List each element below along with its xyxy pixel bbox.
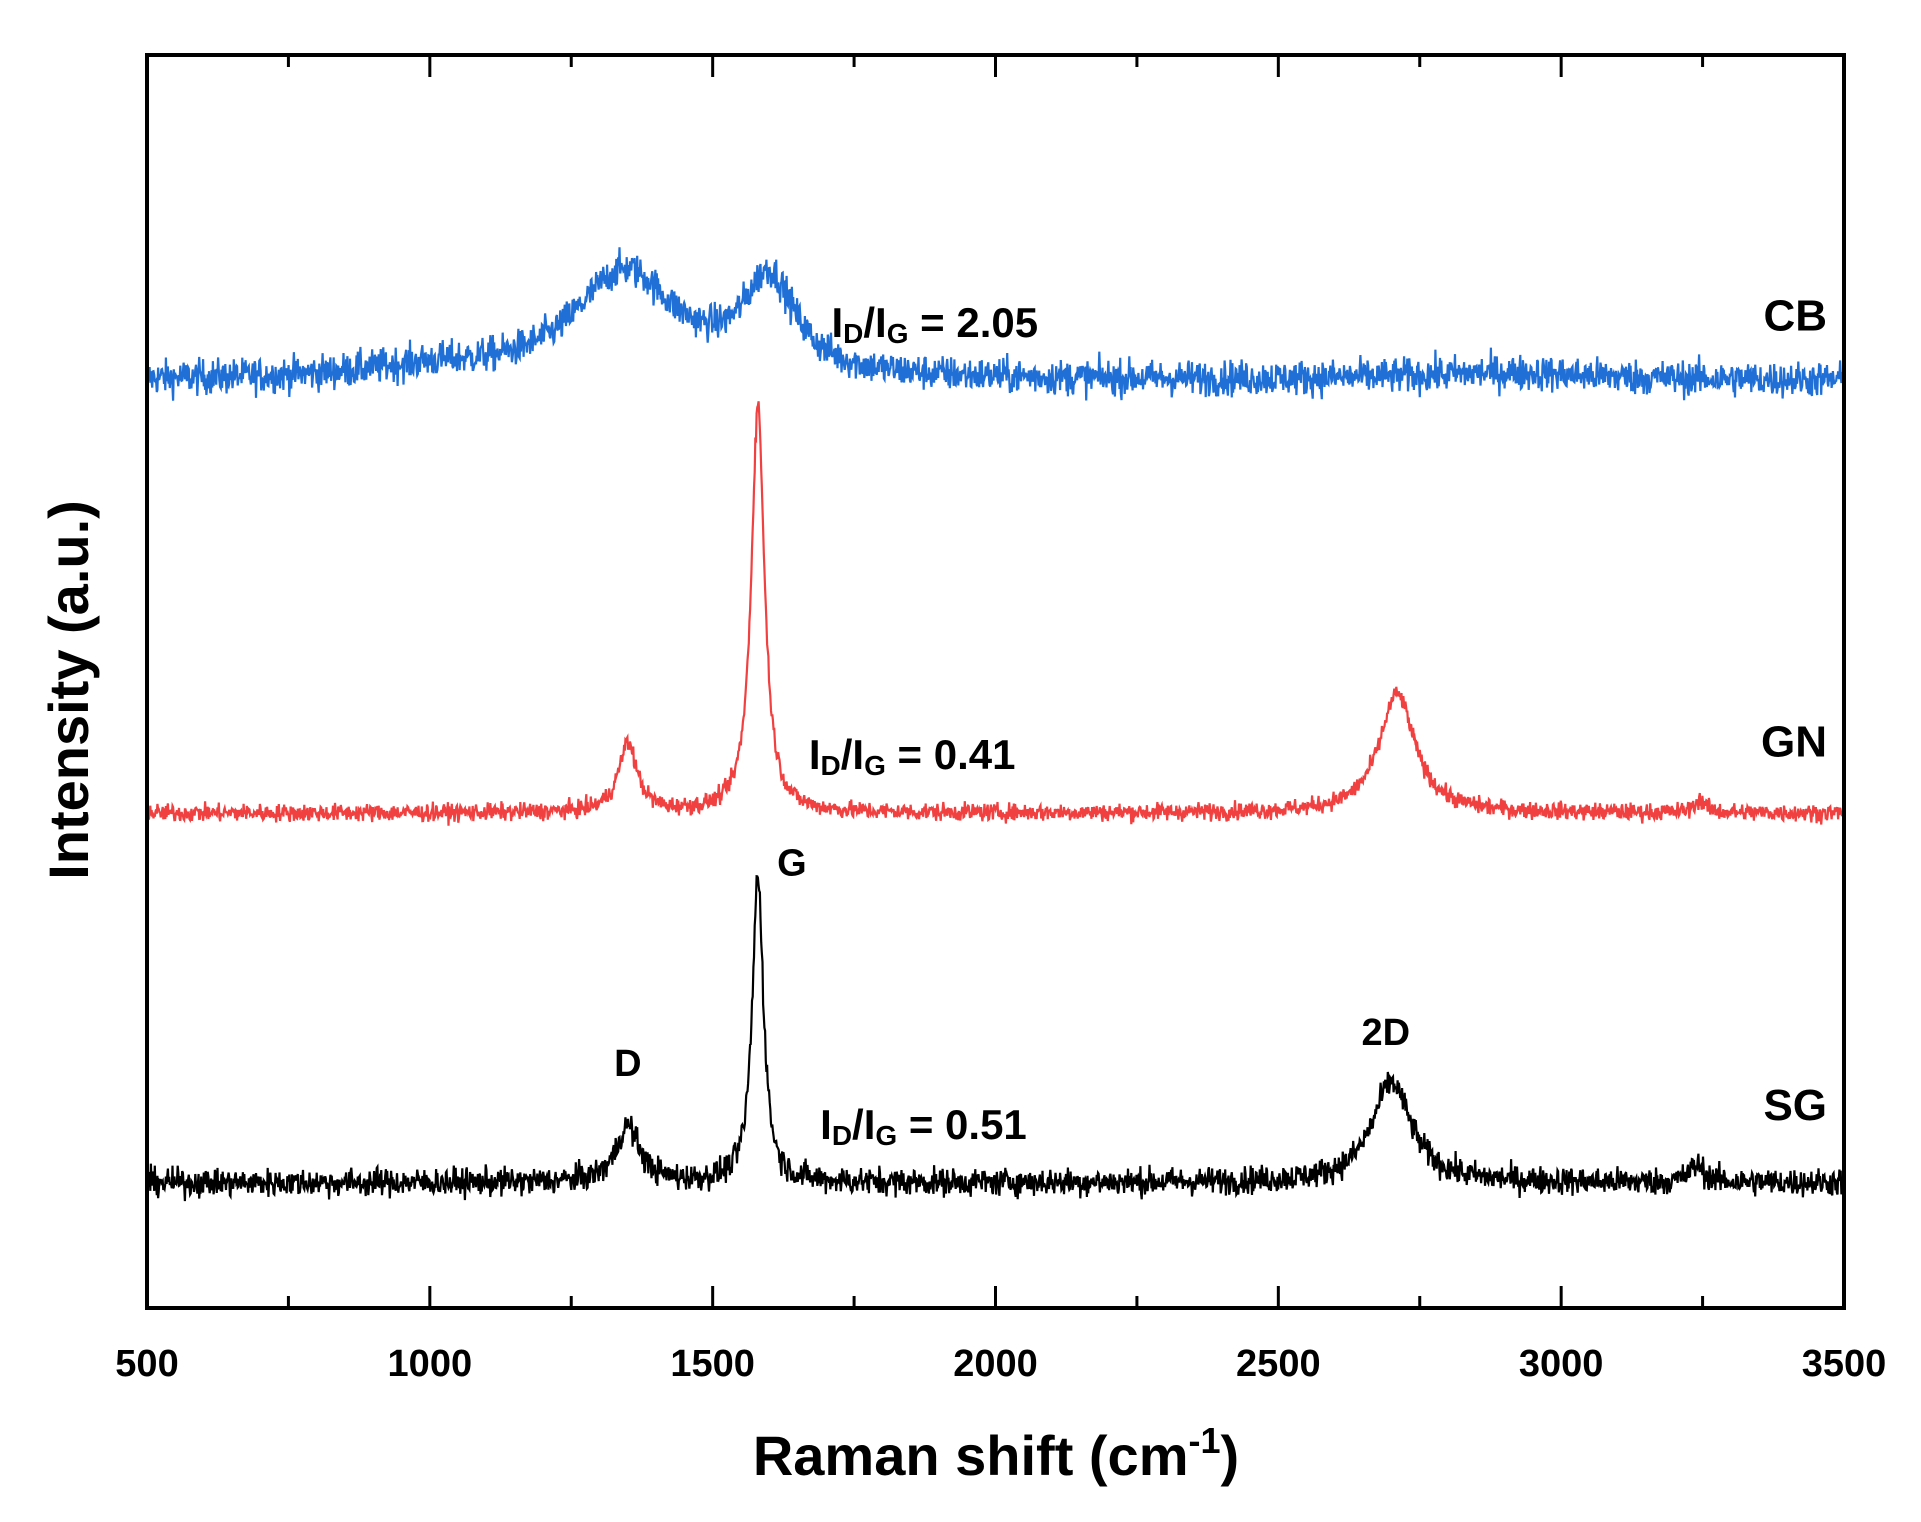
series-lines [145,247,1846,1202]
series-line-cb [145,247,1846,401]
peak-label-2d: 2D [1362,1012,1411,1054]
x-tick-label: 1500 [670,1343,755,1385]
x-tick-label: 3000 [1519,1343,1604,1385]
y-axis-title: Intensity (a.u.) [37,500,100,880]
x-tick-label: 2500 [1236,1343,1321,1385]
annotations: CB ID/IG = 2.05 GN ID/IG = 0.41 SG ID/IG = 0.… [614,292,1827,1151]
series-line-sg [145,875,1846,1202]
ratio-label-sg: ID/IG = 0.51 [820,1101,1027,1151]
series-line-gn [145,401,1846,826]
x-tick-labels: 500 1000 1500 2000 2500 3000 3500 [115,1343,1886,1385]
series-label-sg: SG [1763,1081,1827,1130]
x-ticks [145,55,1846,1308]
peak-label-d: D [614,1043,641,1085]
series-label-cb: CB [1763,292,1827,341]
ratio-label-cb: ID/IG = 2.05 [831,299,1038,349]
ratio-label-gn: ID/IG = 0.41 [809,731,1016,781]
series-label-gn: GN [1761,718,1827,767]
x-tick-label: 3500 [1802,1343,1887,1385]
x-tick-label: 500 [115,1343,178,1385]
x-tick-label: 2000 [953,1343,1038,1385]
x-tick-label: 1000 [388,1343,473,1385]
peak-label-g: G [777,843,807,885]
x-axis-title: Raman shift (cm-1) [753,1420,1239,1487]
